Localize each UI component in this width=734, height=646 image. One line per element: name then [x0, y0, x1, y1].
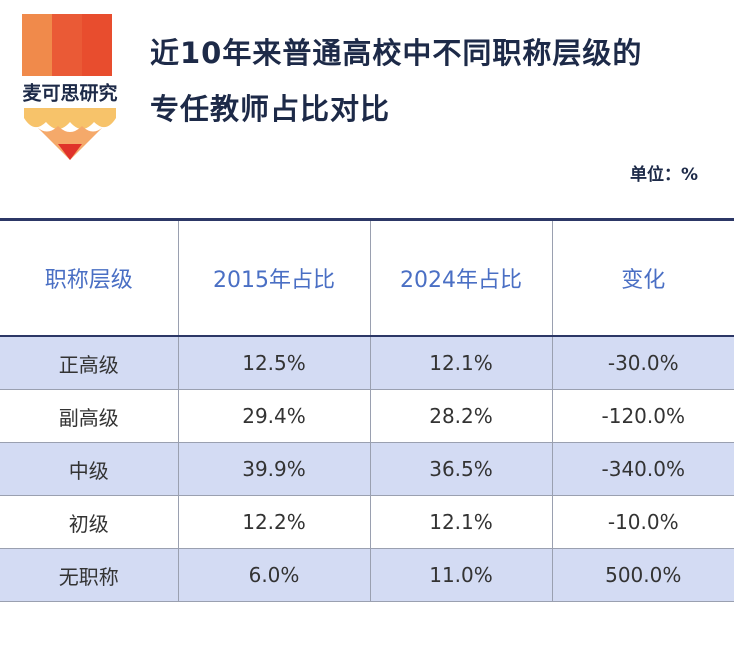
table-cell: 39.9% [177, 442, 371, 496]
table-row: 副高级 29.4% 28.2% -120.0% [0, 389, 734, 443]
table-cell: 36.5% [369, 442, 553, 496]
data-table: 职称层级 2015年占比 2024年占比 变化 正高级 12.5% 12.1% -30.0%… [0, 218, 734, 602]
table-cell: 初级 [0, 495, 179, 549]
table-row: 无职称 6.0% 11.0% 500.0% [0, 548, 734, 602]
logo-text: 麦可思研究 [22, 82, 117, 105]
logo: 麦可思研究 [20, 14, 120, 160]
table-cell: 正高级 [0, 335, 179, 390]
table-row: 初级 12.2% 12.1% -10.0% [0, 495, 734, 549]
table-cell: 28.2% [369, 389, 553, 443]
table-cell: -10.0% [551, 495, 734, 549]
table-row: 正高级 12.5% 12.1% -30.0% [0, 335, 734, 390]
table-cell: -340.0% [551, 442, 734, 496]
header-row: 职称层级 2015年占比 2024年占比 变化 [0, 219, 734, 337]
table-cell: 6.0% [177, 548, 371, 602]
table-cell: 12.5% [177, 335, 371, 390]
table-cell: 29.4% [177, 389, 371, 443]
title-line: 专任教师占比对比 [150, 92, 391, 126]
table-cell: 中级 [0, 442, 179, 496]
table-cell: 无职称 [0, 548, 179, 602]
table-cell: 12.2% [177, 495, 371, 549]
table-cell: 12.1% [369, 495, 553, 549]
table-cell: -30.0% [551, 335, 734, 390]
table-cell: 500.0% [551, 548, 734, 602]
table-cell: 11.0% [369, 548, 553, 602]
column-header: 2024年占比 [369, 219, 553, 337]
table-row: 中级 39.9% 36.5% -340.0% [0, 442, 734, 496]
table-cell: -120.0% [551, 389, 734, 443]
table-cell: 副高级 [0, 389, 179, 443]
column-header: 职称层级 [0, 219, 179, 337]
unit: 单位：% [629, 165, 698, 185]
table-cell: 12.1% [369, 335, 553, 390]
column-header: 变化 [551, 219, 734, 337]
column-header: 2015年占比 [177, 219, 371, 337]
title-line: 近10年来普通高校中不同职称层级的 [150, 36, 643, 70]
